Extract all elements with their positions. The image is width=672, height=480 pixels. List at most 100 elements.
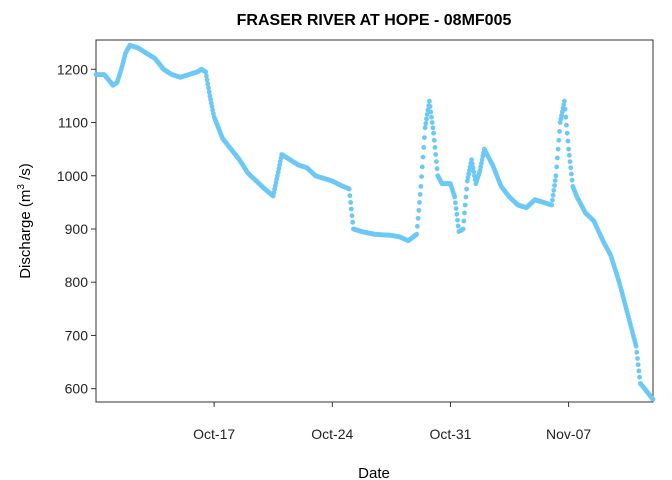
data-point <box>420 154 426 160</box>
y-axis-label: Discharge (m3 /s) <box>16 163 34 279</box>
x-tick-label: Oct-31 <box>429 426 471 442</box>
data-point <box>211 111 216 116</box>
y-axis-label-main: Discharge (m <box>17 190 34 279</box>
data-point <box>469 161 475 167</box>
data-point <box>470 165 476 171</box>
data-point <box>562 106 568 112</box>
data-point <box>454 211 460 217</box>
data-point <box>463 194 469 200</box>
y-axis-ticks: 600 700 800 900 1000 1100 1200 <box>57 61 96 397</box>
data-point <box>634 349 640 355</box>
data-point <box>550 192 556 198</box>
data-point <box>551 188 557 193</box>
data-point <box>461 218 467 224</box>
data-point <box>431 137 437 143</box>
data-point <box>636 368 642 374</box>
data-point <box>347 193 353 199</box>
data-point <box>208 97 214 102</box>
data-point <box>553 173 559 179</box>
data-point <box>453 200 458 206</box>
data-point <box>434 159 439 165</box>
data-point <box>564 122 569 128</box>
data-point <box>561 102 567 108</box>
data-point <box>427 104 433 109</box>
y-tick-label: 900 <box>65 221 89 237</box>
plot-frame <box>95 39 654 403</box>
data-point <box>418 184 424 189</box>
data-point <box>348 200 353 205</box>
data-point <box>550 197 555 203</box>
data-point <box>557 129 562 134</box>
x-axis-ticks: Oct-17 Oct-24 Oct-31 Nov-07 <box>193 402 591 442</box>
y-tick-label: 800 <box>65 274 89 290</box>
data-point <box>206 89 212 95</box>
data-point <box>566 146 571 152</box>
data-point <box>422 125 428 131</box>
data-point <box>433 152 439 157</box>
data-point <box>417 192 423 197</box>
data-point <box>421 145 427 150</box>
data-point <box>635 362 641 368</box>
data-point <box>567 159 573 165</box>
data-point <box>422 135 427 141</box>
data-point <box>452 194 458 200</box>
data-point <box>464 186 469 192</box>
data-point <box>350 219 356 225</box>
data-point <box>428 109 434 115</box>
y-tick-label: 700 <box>65 327 89 343</box>
data-point <box>204 73 209 79</box>
data-points <box>93 42 656 402</box>
data-point <box>417 200 422 205</box>
data-point <box>424 116 429 122</box>
data-point <box>462 202 468 208</box>
y-tick-label: 600 <box>65 381 89 397</box>
data-point <box>455 217 460 223</box>
data-point <box>276 166 282 172</box>
data-point <box>415 215 421 221</box>
data-point <box>434 166 440 172</box>
data-point <box>635 356 640 361</box>
data-point <box>429 120 435 125</box>
data-point <box>569 177 575 183</box>
data-point <box>348 206 354 212</box>
data-point <box>554 164 560 170</box>
data-point <box>419 164 425 170</box>
data-point <box>555 155 560 161</box>
data-point <box>424 112 430 117</box>
data-point <box>427 98 432 104</box>
data-point <box>415 223 420 229</box>
data-point <box>566 152 572 158</box>
data-point <box>430 125 436 131</box>
x-tick-label: Nov-07 <box>546 426 591 442</box>
data-point <box>277 159 283 165</box>
data-point <box>431 130 436 136</box>
x-tick-label: Oct-17 <box>193 426 235 442</box>
data-point <box>205 81 211 87</box>
data-point <box>556 137 562 143</box>
data-point <box>275 173 280 179</box>
y-axis-label-sup: 3 <box>16 184 27 190</box>
data-point <box>562 98 567 104</box>
data-point <box>419 174 424 180</box>
data-point <box>469 157 474 163</box>
data-point <box>555 146 561 152</box>
data-point <box>552 183 557 188</box>
data-point <box>423 121 429 126</box>
y-tick-label: 1000 <box>57 168 88 184</box>
chart-title: FRASER RIVER AT HOPE - 08MF005 <box>237 12 512 29</box>
data-point <box>462 210 467 216</box>
data-point <box>558 116 564 122</box>
data-point <box>203 69 209 75</box>
data-point <box>563 114 569 120</box>
data-point <box>569 171 574 177</box>
data-point <box>568 165 574 171</box>
y-tick-label: 1200 <box>57 61 88 77</box>
data-point <box>453 206 459 212</box>
x-axis-label: Date <box>358 465 390 480</box>
data-point <box>416 208 422 213</box>
data-point <box>414 231 420 237</box>
data-point <box>633 343 639 349</box>
x-tick-label: Oct-24 <box>311 426 353 442</box>
data-point <box>565 138 571 144</box>
